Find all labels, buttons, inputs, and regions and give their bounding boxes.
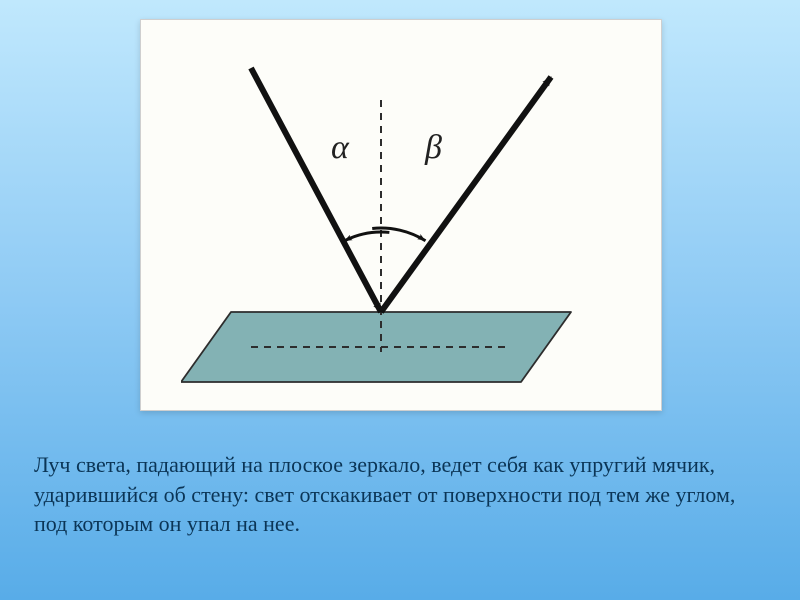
svg-text:β: β [424, 129, 442, 166]
reflection-diagram: αβ [181, 32, 621, 398]
caption-text: Луч света, падающий на плоское зеркало, … [34, 450, 766, 539]
diagram-card: αβ [140, 19, 662, 411]
svg-text:α: α [331, 129, 350, 166]
slide-frame: αβ Луч света, падающий на плоское зеркал… [0, 0, 800, 600]
diagram-svg: αβ [181, 32, 621, 398]
